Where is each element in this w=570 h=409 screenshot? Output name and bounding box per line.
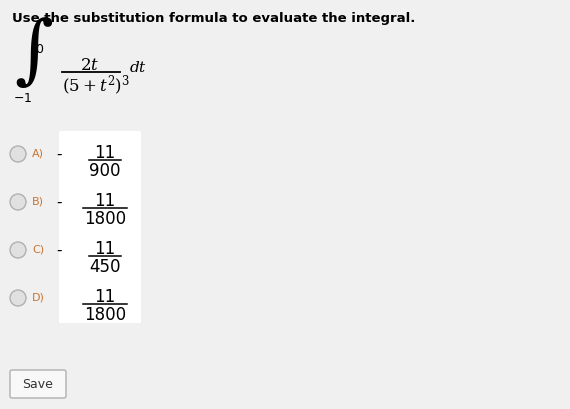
- Text: -: -: [56, 243, 62, 258]
- Text: $dt$: $dt$: [129, 60, 147, 75]
- FancyBboxPatch shape: [59, 179, 141, 227]
- Text: 900: 900: [89, 162, 121, 180]
- FancyBboxPatch shape: [59, 227, 141, 275]
- Text: 450: 450: [89, 258, 121, 276]
- Text: D): D): [32, 293, 45, 303]
- Circle shape: [10, 194, 26, 210]
- Text: -: -: [56, 146, 62, 162]
- Text: 1800: 1800: [84, 210, 126, 228]
- FancyBboxPatch shape: [59, 275, 141, 323]
- Text: 11: 11: [95, 288, 116, 306]
- Circle shape: [10, 290, 26, 306]
- Text: $0$: $0$: [35, 43, 44, 56]
- FancyBboxPatch shape: [59, 131, 141, 179]
- Text: $\int$: $\int$: [14, 15, 53, 90]
- Text: B): B): [32, 197, 44, 207]
- Circle shape: [10, 146, 26, 162]
- Text: 11: 11: [95, 240, 116, 258]
- Text: $2t$: $2t$: [80, 56, 100, 74]
- Text: $\left(5+t^2\right)^3$: $\left(5+t^2\right)^3$: [62, 74, 130, 98]
- Text: Save: Save: [23, 378, 54, 391]
- Text: A): A): [32, 149, 44, 159]
- Text: C): C): [32, 245, 44, 255]
- Text: Use the substitution formula to evaluate the integral.: Use the substitution formula to evaluate…: [12, 12, 416, 25]
- FancyBboxPatch shape: [10, 370, 66, 398]
- Text: 1800: 1800: [84, 306, 126, 324]
- Text: -: -: [56, 195, 62, 209]
- Text: $-1$: $-1$: [13, 92, 32, 105]
- Circle shape: [10, 242, 26, 258]
- Text: 11: 11: [95, 192, 116, 210]
- Text: 11: 11: [95, 144, 116, 162]
